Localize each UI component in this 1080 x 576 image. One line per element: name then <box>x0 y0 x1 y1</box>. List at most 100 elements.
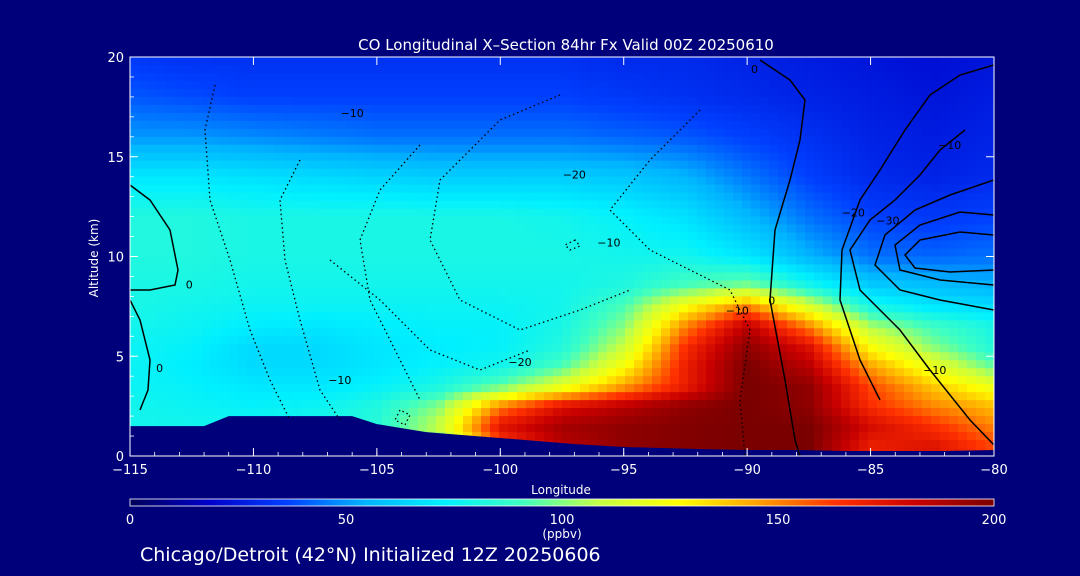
field-cell <box>391 304 401 313</box>
field-cell <box>463 392 473 401</box>
field-cell <box>823 384 833 393</box>
field-cell <box>130 400 140 409</box>
field-cell <box>679 168 689 178</box>
terrain-mask <box>130 416 994 456</box>
field-cell <box>895 184 905 194</box>
field-cell <box>229 384 239 393</box>
field-cell <box>670 128 680 138</box>
field-cell <box>391 360 401 369</box>
field-cell <box>967 416 977 425</box>
field-cell <box>355 240 365 250</box>
field-cell <box>229 376 239 385</box>
field-cell <box>598 368 608 377</box>
field-cell <box>859 232 869 242</box>
field-cell <box>220 72 230 82</box>
field-cell <box>688 272 698 282</box>
field-cell <box>238 336 248 345</box>
field-cell <box>706 416 716 425</box>
field-cell <box>274 184 284 194</box>
field-cell <box>868 104 878 114</box>
field-cell <box>562 264 572 274</box>
field-cell <box>688 344 698 353</box>
field-cell <box>301 176 311 186</box>
field-cell <box>355 296 365 305</box>
field-cell <box>652 384 662 393</box>
field-cell <box>211 304 221 313</box>
field-cell <box>445 80 455 90</box>
field-cell <box>526 368 536 377</box>
field-cell <box>508 408 518 417</box>
field-cell <box>373 176 383 186</box>
field-cell <box>823 176 833 186</box>
field-cell <box>616 320 626 329</box>
field-cell <box>175 176 185 186</box>
field-cell <box>292 376 302 385</box>
field-cell <box>391 248 401 258</box>
field-cell <box>400 304 410 313</box>
field-cell <box>967 248 977 258</box>
field-cell <box>427 248 437 258</box>
field-cell <box>265 240 275 250</box>
field-cell <box>184 120 194 130</box>
field-cell <box>337 360 347 369</box>
field-cell <box>454 312 464 321</box>
field-cell <box>967 272 977 282</box>
field-cell <box>247 96 257 106</box>
field-cell <box>715 224 725 234</box>
field-cell <box>490 280 500 290</box>
field-cell <box>571 312 581 321</box>
field-cell <box>598 416 608 425</box>
field-cell <box>337 216 347 226</box>
field-cell <box>256 176 266 186</box>
field-cell <box>643 192 653 202</box>
field-cell <box>283 192 293 202</box>
field-cell <box>859 176 869 186</box>
field-cell <box>580 400 590 409</box>
field-cell <box>508 144 518 154</box>
field-cell <box>445 64 455 74</box>
field-cell <box>814 328 824 337</box>
field-cell <box>787 424 797 433</box>
field-cell <box>949 96 959 106</box>
field-cell <box>922 416 932 425</box>
field-cell <box>499 64 509 74</box>
field-cell <box>652 328 662 337</box>
field-cell <box>544 288 554 297</box>
field-cell <box>805 72 815 82</box>
field-cell <box>364 344 374 353</box>
field-cell <box>661 280 671 290</box>
field-cell <box>247 112 257 122</box>
field-cell <box>769 264 779 274</box>
field-cell <box>751 104 761 114</box>
field-cell <box>328 320 338 329</box>
field-cell <box>616 136 626 146</box>
field-cell <box>877 400 887 409</box>
field-cell <box>256 304 266 313</box>
field-cell <box>661 64 671 74</box>
field-cell <box>769 336 779 345</box>
field-cell <box>211 80 221 90</box>
field-cell <box>319 304 329 313</box>
field-cell <box>769 320 779 329</box>
field-cell <box>427 64 437 74</box>
field-cell <box>670 424 680 433</box>
field-cell <box>175 416 185 425</box>
field-cell <box>868 392 878 401</box>
field-cell <box>913 248 923 258</box>
field-cell <box>643 424 653 433</box>
field-cell <box>733 432 743 441</box>
field-cell <box>490 392 500 401</box>
field-cell <box>886 136 896 146</box>
field-cell <box>202 232 212 242</box>
field-cell <box>292 57 302 66</box>
field-cell <box>490 72 500 82</box>
field-cell <box>211 280 221 290</box>
field-cell <box>319 152 329 162</box>
field-cell <box>967 240 977 250</box>
field-cell <box>193 272 203 282</box>
field-cell <box>850 272 860 282</box>
field-cell <box>337 72 347 82</box>
field-cell <box>733 400 743 409</box>
field-cell <box>958 432 968 441</box>
